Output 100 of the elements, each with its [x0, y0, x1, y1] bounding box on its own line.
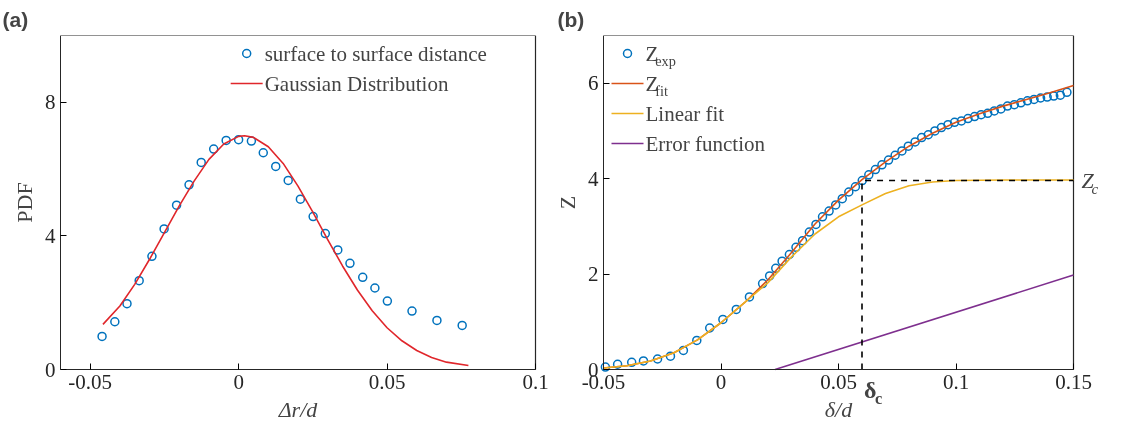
point — [791, 242, 801, 253]
legend-label: Gaussian Distribution — [264, 71, 449, 96]
point — [936, 122, 947, 133]
point — [678, 345, 689, 356]
point — [744, 292, 755, 302]
point — [949, 117, 960, 128]
point — [850, 182, 861, 192]
point — [333, 245, 343, 255]
point — [989, 106, 1000, 116]
point — [870, 164, 881, 175]
x-tick-label: -0.05 — [68, 369, 113, 394]
x-tick-label: 0.05 — [368, 369, 406, 394]
point — [797, 235, 808, 246]
point — [817, 212, 828, 222]
point — [897, 146, 907, 156]
point — [1055, 90, 1066, 100]
point — [969, 111, 980, 122]
point — [976, 109, 986, 120]
point — [1002, 101, 1013, 111]
point — [1042, 92, 1052, 102]
point — [147, 251, 157, 262]
point — [1009, 99, 1020, 110]
point — [910, 137, 920, 147]
point — [877, 160, 887, 170]
point — [370, 283, 380, 293]
point — [345, 258, 355, 269]
point — [731, 304, 742, 315]
point — [134, 275, 144, 286]
point — [382, 296, 393, 306]
point — [612, 359, 623, 369]
point — [221, 135, 231, 146]
point — [171, 200, 182, 210]
point — [110, 317, 120, 327]
x-tick-label: 0.05 — [820, 369, 857, 394]
point — [122, 298, 132, 309]
x-axis-title: Δr/d — [277, 396, 319, 422]
point — [857, 175, 867, 186]
point — [903, 141, 914, 151]
point — [1062, 87, 1072, 98]
y-axis-title: PDF — [12, 182, 37, 223]
point — [1016, 98, 1026, 108]
point — [283, 175, 293, 186]
point — [626, 357, 637, 368]
point — [407, 306, 417, 316]
point — [837, 193, 848, 204]
y-tick-label: 8 — [45, 90, 56, 115]
point — [665, 351, 676, 361]
y-axis-title: Z — [555, 195, 580, 210]
point — [457, 320, 467, 331]
point — [916, 132, 927, 143]
point — [652, 354, 663, 364]
point — [184, 180, 194, 190]
point — [923, 130, 934, 140]
point — [246, 136, 257, 146]
point — [784, 249, 795, 260]
point — [1029, 94, 1039, 105]
x-tick-label: 0.1 — [522, 369, 549, 394]
x-tick-label: 0 — [233, 369, 244, 394]
legend-label: Error function — [645, 131, 766, 156]
legend-label: surface to surface distance — [264, 41, 487, 66]
point — [1022, 96, 1033, 106]
point — [883, 155, 894, 165]
x-axis-title: δ/d — [824, 396, 854, 422]
point — [295, 194, 306, 204]
point — [1049, 91, 1059, 101]
point — [963, 113, 973, 124]
point — [270, 161, 281, 172]
legend-label: Linear fit — [645, 101, 725, 126]
point — [956, 116, 967, 126]
point — [320, 228, 331, 239]
point — [864, 170, 874, 180]
line-series — [102, 134, 470, 367]
x-tick-label: 0.15 — [1055, 369, 1092, 394]
point — [196, 157, 206, 168]
chart-title: (b) — [557, 7, 585, 31]
point — [638, 356, 649, 366]
point — [159, 224, 169, 234]
point — [97, 331, 107, 342]
point — [233, 134, 244, 145]
point — [804, 227, 815, 237]
point — [208, 144, 219, 154]
point — [1035, 93, 1046, 103]
point — [432, 315, 442, 326]
point — [943, 119, 953, 130]
point — [258, 147, 269, 158]
x-tick-label: 0.1 — [942, 369, 970, 394]
point — [930, 126, 940, 136]
point — [777, 256, 787, 266]
chart-title: (a) — [2, 7, 29, 31]
point — [824, 206, 834, 216]
y-tick-label: 2 — [588, 262, 599, 287]
point — [757, 278, 768, 289]
point — [357, 272, 368, 283]
y-tick-label: 4 — [45, 223, 56, 248]
point — [308, 211, 318, 222]
point — [718, 314, 728, 325]
point — [771, 263, 781, 274]
y-tick-label: 4 — [588, 166, 599, 191]
point — [830, 200, 841, 210]
point — [811, 219, 821, 230]
